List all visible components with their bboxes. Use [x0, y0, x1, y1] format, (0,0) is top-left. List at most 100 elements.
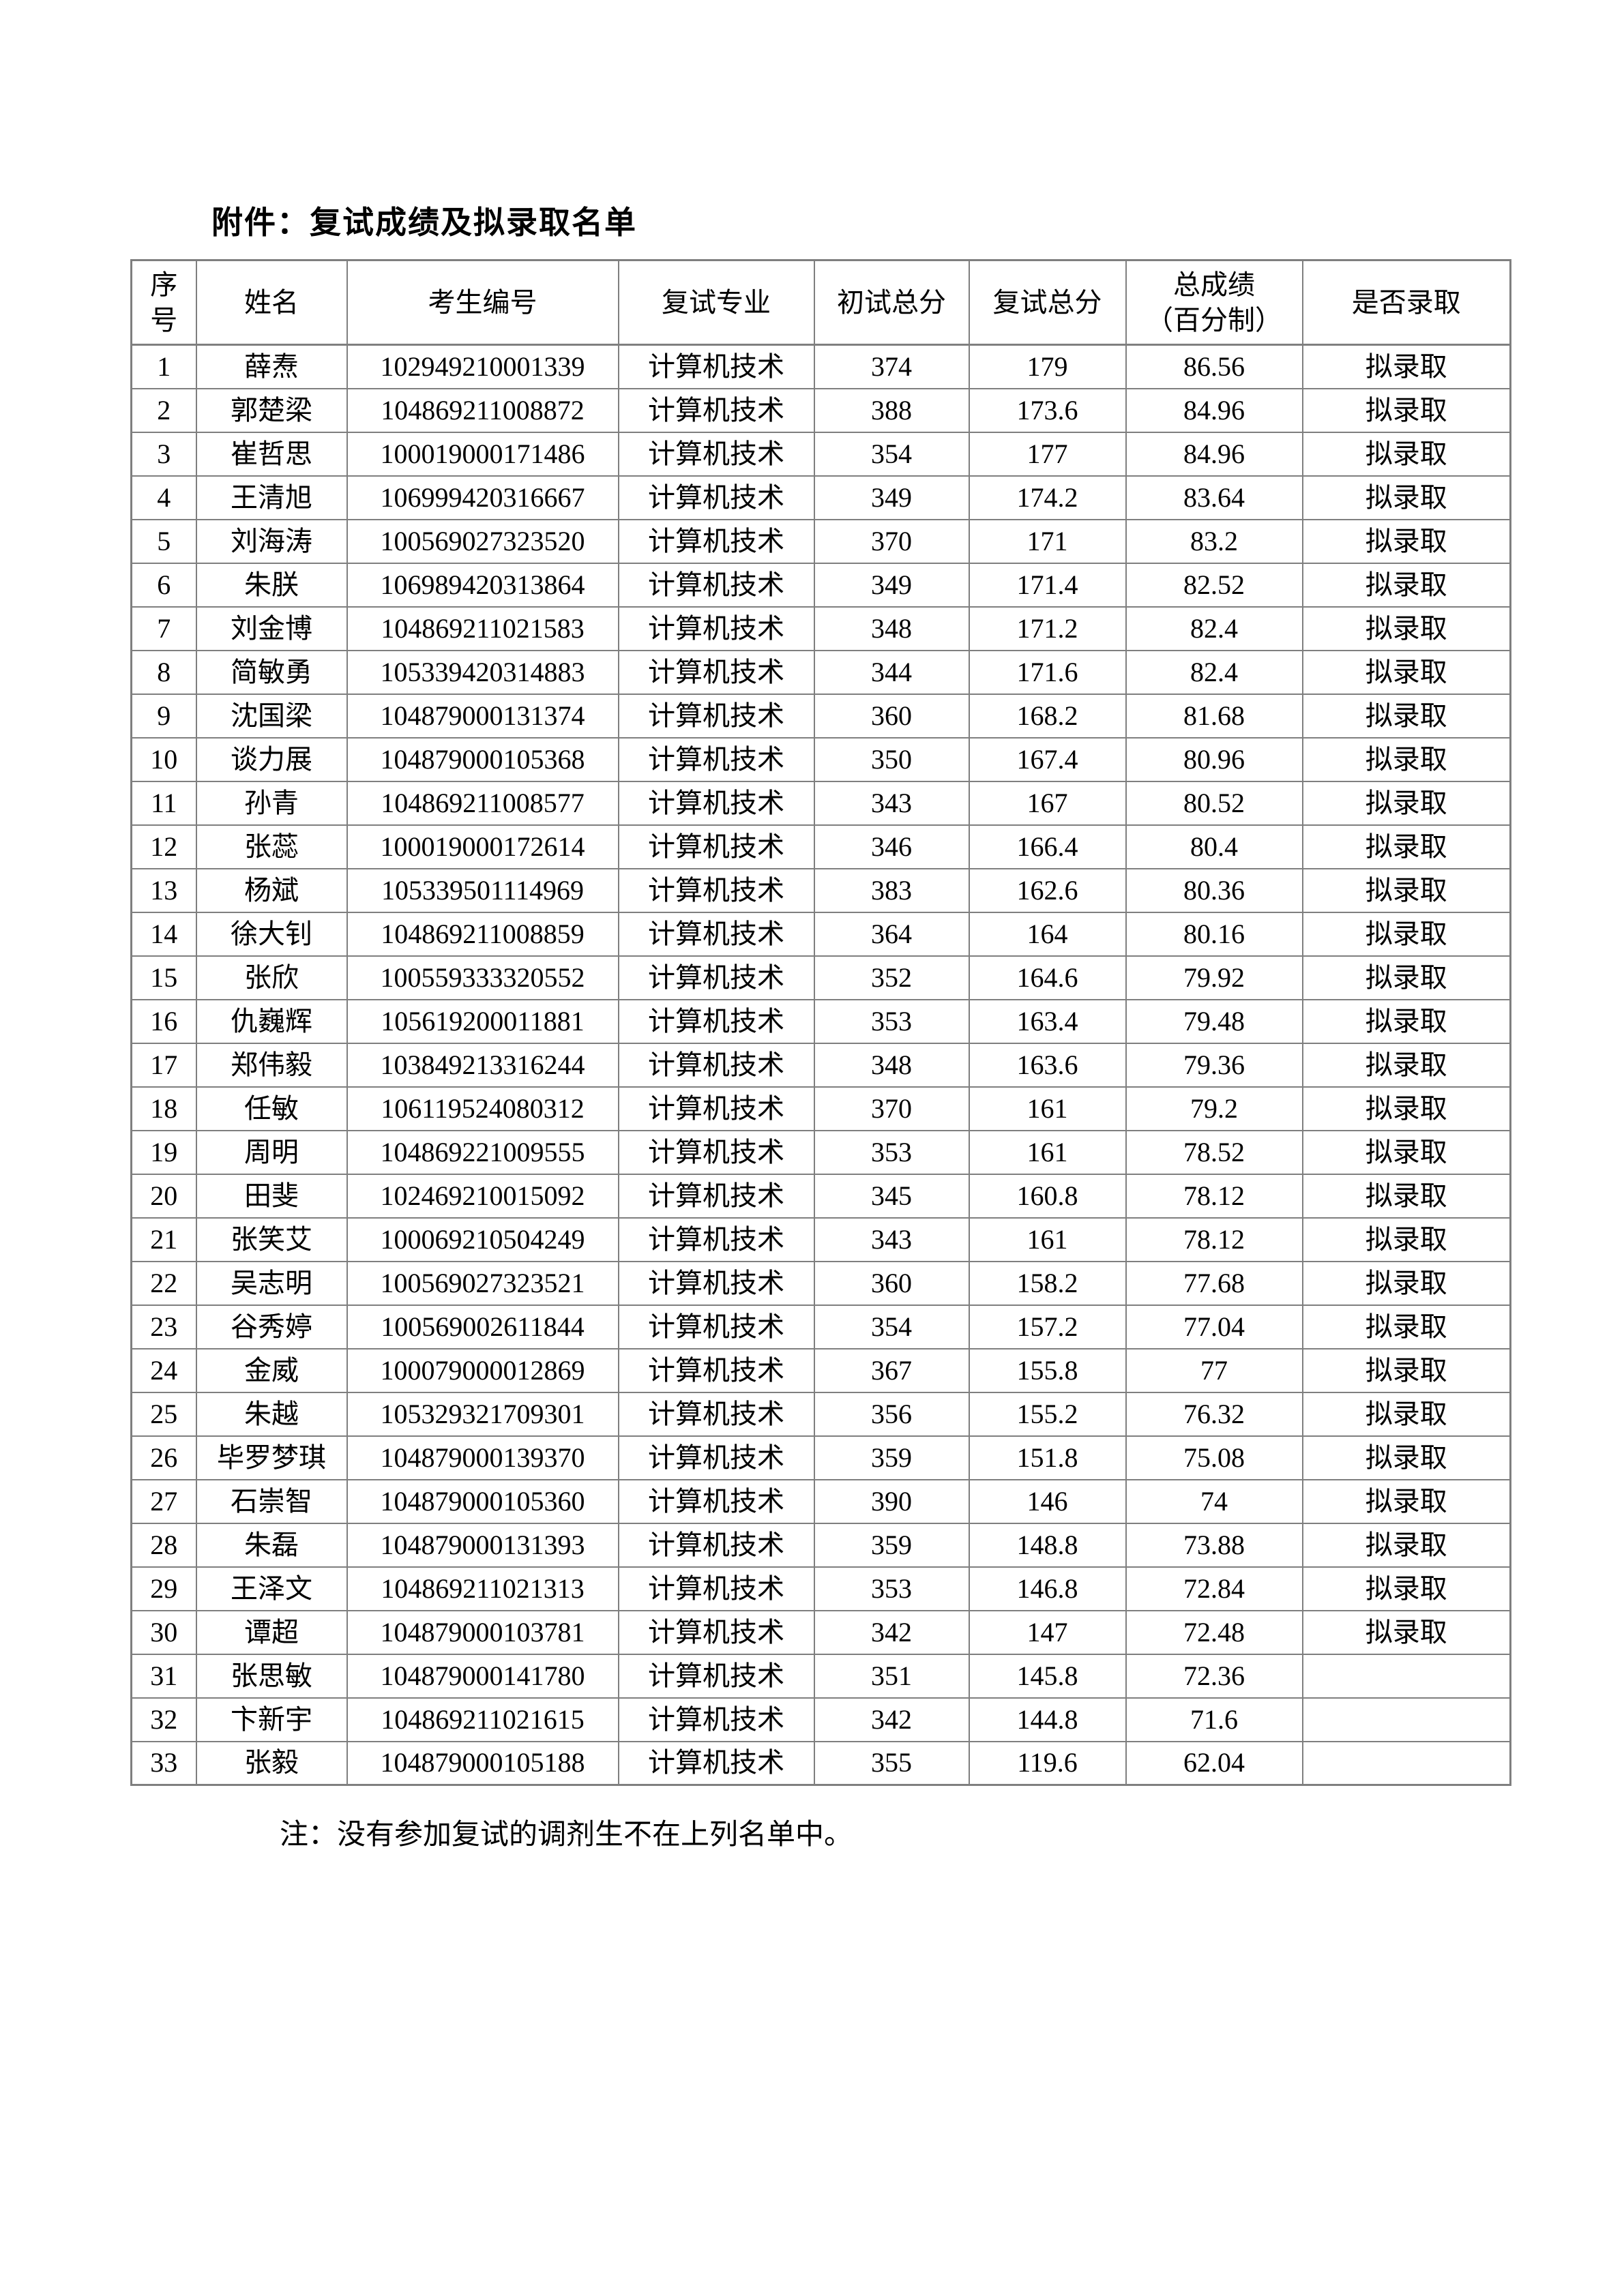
- table-row: 32 卞新宇 104869211021615 计算机技术 342 144.8 71.6: [130, 1697, 1511, 1742]
- cell-no: 18: [130, 1086, 197, 1131]
- cell-major: 计算机技术: [617, 736, 815, 782]
- cell-major: 计算机技术: [617, 562, 815, 608]
- cell-initial-score: 350: [813, 736, 970, 782]
- cell-initial-score: 345: [813, 1173, 970, 1219]
- cell-initial-score: 370: [813, 1086, 970, 1131]
- cell-candidate-id: 105339420314883: [346, 649, 619, 695]
- cell-total-score: 72.84: [1125, 1566, 1303, 1611]
- cell-retest-score: 161: [968, 1129, 1127, 1175]
- cell-name: 徐大钊: [195, 911, 348, 957]
- table-row: 28 朱磊 104879000131393 计算机技术 359 148.8 73.88 拟录取: [130, 1522, 1511, 1568]
- cell-total-score: 84.96: [1125, 431, 1303, 477]
- cell-major: 计算机技术: [617, 606, 815, 651]
- cell-admission: 拟录取: [1301, 736, 1511, 782]
- cell-name: 张思敏: [195, 1653, 348, 1699]
- cell-admission: 拟录取: [1301, 1435, 1511, 1480]
- cell-candidate-id: 104879000139370: [346, 1435, 619, 1480]
- cell-initial-score: 354: [813, 1304, 970, 1350]
- cell-candidate-id: 104879000131374: [346, 693, 619, 739]
- cell-retest-score: 171.4: [968, 562, 1127, 608]
- cell-no: 25: [130, 1391, 197, 1437]
- column-header-name: 姓名: [195, 259, 348, 346]
- cell-no: 9: [130, 693, 197, 739]
- cell-no: 3: [130, 431, 197, 477]
- cell-major: 计算机技术: [617, 1129, 815, 1175]
- cell-initial-score: 353: [813, 998, 970, 1044]
- cell-major: 计算机技术: [617, 518, 815, 564]
- cell-name: 刘海涛: [195, 518, 348, 564]
- cell-major: 计算机技术: [617, 1522, 815, 1568]
- table-row: 9 沈国梁 104879000131374 计算机技术 360 168.2 81.68 拟录取: [130, 693, 1511, 739]
- cell-total-score: 79.2: [1125, 1086, 1303, 1131]
- cell-total-score: 80.52: [1125, 780, 1303, 826]
- cell-name: 简敏勇: [195, 649, 348, 695]
- cell-initial-score: 360: [813, 1260, 970, 1306]
- cell-initial-score: 353: [813, 1566, 970, 1611]
- cell-major: 计算机技术: [617, 1653, 815, 1699]
- table-row: 20 田斐 102469210015092 计算机技术 345 160.8 78.12 拟录取: [130, 1173, 1511, 1219]
- table-row: 4 王清旭 106999420316667 计算机技术 349 174.2 83.64 拟录取: [130, 475, 1511, 520]
- cell-admission: 拟录取: [1301, 1478, 1511, 1524]
- cell-name: 朱越: [195, 1391, 348, 1437]
- cell-no: 22: [130, 1260, 197, 1306]
- table-row: 12 张蕊 100019000172614 计算机技术 346 166.4 80.4 拟录取: [130, 824, 1511, 869]
- cell-no: 31: [130, 1653, 197, 1699]
- cell-major: 计算机技术: [617, 1740, 815, 1786]
- cell-retest-score: 160.8: [968, 1173, 1127, 1219]
- cell-candidate-id: 100569002611844: [346, 1304, 619, 1350]
- cell-name: 郑伟毅: [195, 1042, 348, 1088]
- cell-retest-score: 179: [968, 344, 1127, 389]
- cell-major: 计算机技术: [617, 1347, 815, 1393]
- cell-no: 26: [130, 1435, 197, 1480]
- cell-no: 30: [130, 1609, 197, 1655]
- cell-name: 任敏: [195, 1086, 348, 1131]
- cell-no: 33: [130, 1740, 197, 1786]
- cell-admission: 拟录取: [1301, 1522, 1511, 1568]
- cell-candidate-id: 105339501114969: [346, 867, 619, 913]
- cell-no: 12: [130, 824, 197, 869]
- cell-no: 28: [130, 1522, 197, 1568]
- cell-major: 计算机技术: [617, 1478, 815, 1524]
- cell-candidate-id: 104869211021313: [346, 1566, 619, 1611]
- cell-candidate-id: 100559333320552: [346, 955, 619, 1000]
- cell-retest-score: 168.2: [968, 693, 1127, 739]
- cell-candidate-id: 104879000105188: [346, 1740, 619, 1786]
- cell-major: 计算机技术: [617, 1217, 815, 1262]
- cell-candidate-id: 104879000103781: [346, 1609, 619, 1655]
- cell-major: 计算机技术: [617, 1391, 815, 1437]
- cell-admission: 拟录取: [1301, 1129, 1511, 1175]
- table-row: 21 张笑艾 100069210504249 计算机技术 343 161 78.12 拟录取: [130, 1217, 1511, 1262]
- cell-admission: 拟录取: [1301, 867, 1511, 913]
- cell-retest-score: 177: [968, 431, 1127, 477]
- cell-no: 32: [130, 1697, 197, 1742]
- cell-no: 17: [130, 1042, 197, 1088]
- column-header-initial-score: 初试总分: [813, 259, 970, 346]
- cell-total-score: 81.68: [1125, 693, 1303, 739]
- cell-admission: 拟录取: [1301, 1086, 1511, 1131]
- cell-total-score: 74: [1125, 1478, 1303, 1524]
- cell-major: 计算机技术: [617, 780, 815, 826]
- column-header-retest-score: 复试总分: [968, 259, 1127, 346]
- cell-retest-score: 151.8: [968, 1435, 1127, 1480]
- cell-initial-score: 343: [813, 1217, 970, 1262]
- cell-name: 孙青: [195, 780, 348, 826]
- footnote: 注：没有参加复试的调剂生不在上列名单中。: [280, 1819, 853, 1851]
- table-row: 29 王泽文 104869211021313 计算机技术 353 146.8 72.84 拟录…: [130, 1566, 1511, 1611]
- cell-major: 计算机技术: [617, 475, 815, 520]
- cell-no: 5: [130, 518, 197, 564]
- table-row: 17 郑伟毅 103849213316244 计算机技术 348 163.6 79.36 拟录…: [130, 1042, 1511, 1088]
- table-row: 24 金威 100079000012869 计算机技术 367 155.8 77 拟录取: [130, 1347, 1511, 1393]
- cell-no: 7: [130, 606, 197, 651]
- cell-retest-score: 157.2: [968, 1304, 1127, 1350]
- cell-initial-score: 353: [813, 1129, 970, 1175]
- cell-retest-score: 174.2: [968, 475, 1127, 520]
- cell-no: 16: [130, 998, 197, 1044]
- cell-initial-score: 367: [813, 1347, 970, 1393]
- cell-retest-score: 163.4: [968, 998, 1127, 1044]
- page-title: 附件：复试成绩及拟录取名单: [211, 205, 637, 240]
- table-row: 2 郭楚梁 104869211008872 计算机技术 388 173.6 84.96 拟录取: [130, 387, 1511, 433]
- table-row: 5 刘海涛 100569027323520 计算机技术 370 171 83.2 拟录取: [130, 518, 1511, 564]
- cell-candidate-id: 102949210001339: [346, 344, 619, 389]
- cell-admission: 拟录取: [1301, 1304, 1511, 1350]
- cell-candidate-id: 104869211008577: [346, 780, 619, 826]
